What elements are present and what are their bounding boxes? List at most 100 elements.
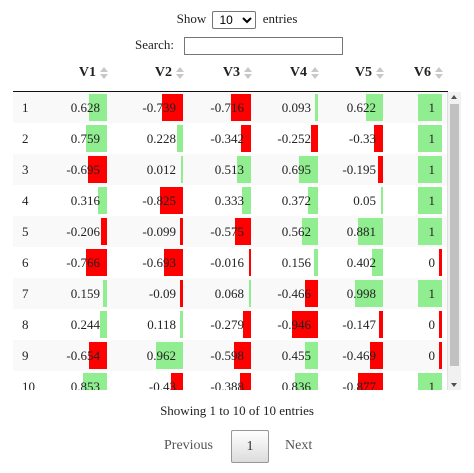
sort-arrows-icon[interactable] (175, 66, 185, 80)
value-bar (299, 156, 318, 183)
scroll-thumb[interactable] (450, 104, 459, 366)
cell-v3: -0.598 (191, 340, 253, 371)
table-row[interactable]: 6 -0.766 -0.693 -0.016 0.156 0.402 0 (13, 247, 448, 279)
cell-value: 0.068 (214, 286, 244, 301)
table-row[interactable]: 7 0.159 -0.09 0.068 -0.466 0.998 1 (13, 278, 448, 310)
cell-v6: 1 (390, 278, 444, 309)
cell-value: -0.43 (148, 379, 176, 390)
column-header-label: V4 (289, 65, 307, 80)
length-prefix: Show (176, 11, 207, 26)
value-bar (160, 187, 183, 214)
scroll-down-icon[interactable] (451, 383, 457, 387)
cell-v3: 0.333 (191, 185, 253, 216)
next-button[interactable]: Next (285, 438, 313, 453)
cell-v2: 0.118 (119, 309, 185, 340)
value-bar (89, 342, 107, 369)
page-1-button[interactable]: 1 (231, 430, 269, 463)
value-bar (83, 373, 107, 390)
value-bar (315, 94, 318, 121)
cell-value: -0.016 (210, 255, 244, 270)
data-table: V1 V2 V3 V4 V5 V6 1 0.628 -0.739 -0.716 0.093 0.62… (13, 60, 461, 390)
pagination: Previous 1 Next (0, 430, 474, 463)
column-header-v5[interactable]: V5 (325, 60, 385, 91)
sort-arrows-icon[interactable] (310, 66, 320, 80)
value-bar (355, 280, 383, 307)
sort-arrows-icon[interactable] (243, 66, 253, 80)
column-header-v2[interactable]: V2 (119, 60, 185, 91)
row-index: 5 (22, 224, 29, 239)
table-row[interactable]: 5 -0.206 -0.099 -0.575 0.562 0.881 1 (13, 216, 448, 248)
search-input[interactable] (184, 37, 343, 55)
value-bar (305, 342, 318, 369)
cell-v4: 0.156 (258, 247, 320, 278)
cell-value: -0.195 (342, 162, 376, 177)
column-header-v6[interactable]: V6 (390, 60, 444, 91)
table-row[interactable]: 1 0.628 -0.739 -0.716 0.093 0.622 1 (13, 92, 448, 124)
value-bar (88, 156, 107, 183)
cell-v1: -0.766 (49, 247, 109, 278)
cell-value: 0.333 (214, 193, 244, 208)
cell-v6: 0 (390, 340, 444, 371)
cell-v6: 1 (390, 123, 444, 154)
row-index: 4 (22, 193, 29, 208)
cell-value: 0.093 (281, 100, 311, 115)
value-bar (98, 187, 107, 214)
cell-value: 0.118 (147, 317, 176, 332)
cell-v4: 0.836 (258, 371, 320, 390)
cell-v4: 0.093 (258, 92, 320, 123)
previous-button[interactable]: Previous (164, 438, 213, 453)
cell-v1: 0.244 (49, 309, 109, 340)
cell-v1: 0.759 (49, 123, 109, 154)
cell-value: 0.513 (214, 162, 244, 177)
value-bar (234, 342, 251, 369)
table-row[interactable]: 3 -0.695 0.012 0.513 0.695 -0.195 1 (13, 154, 448, 186)
row-index: 10 (22, 379, 35, 390)
value-bar (171, 373, 183, 390)
column-header-label: V5 (354, 65, 372, 80)
cell-v3: -0.279 (191, 309, 253, 340)
value-bar (308, 187, 318, 214)
sort-arrows-icon[interactable] (99, 66, 109, 80)
sort-arrows-icon[interactable] (375, 66, 385, 80)
cell-v6: 0 (390, 309, 444, 340)
cell-value: 0.562 (281, 224, 311, 239)
value-bar (418, 218, 442, 245)
cell-value: 1 (428, 162, 436, 177)
table-row[interactable]: 9 -0.654 0.962 -0.598 0.455 -0.469 0 (13, 340, 448, 372)
row-index: 2 (22, 131, 29, 146)
value-bar (231, 94, 251, 121)
value-bar (381, 187, 383, 214)
scroll-up-icon[interactable] (451, 95, 457, 99)
value-bar (378, 156, 383, 183)
value-bar (101, 218, 107, 245)
table-body[interactable]: 1 0.628 -0.739 -0.716 0.093 0.622 1 2 0.759 0.228… (13, 92, 448, 390)
cell-v2: -0.739 (119, 92, 185, 123)
search-label: Search: (135, 37, 174, 52)
table-row[interactable]: 10 0.853 -0.43 -0.388 0.836 -0.877 1 (13, 371, 448, 390)
value-bar (86, 249, 107, 276)
column-header-v4[interactable]: V4 (258, 60, 320, 91)
cell-value: 0.316 (70, 193, 100, 208)
entries-select[interactable]: 10 (212, 11, 257, 30)
column-header-v3[interactable]: V3 (191, 60, 253, 91)
value-bar (180, 218, 183, 245)
value-bar (180, 311, 183, 338)
cell-v3: -0.575 (191, 216, 253, 247)
cell-v2: -0.09 (119, 278, 185, 309)
cell-value: -0.388 (210, 379, 244, 390)
cell-value: -0.099 (142, 224, 176, 239)
value-bar (89, 94, 107, 121)
table-header: V1 V2 V3 V4 V5 V6 (13, 60, 448, 92)
table-row[interactable]: 4 0.316 -0.825 0.333 0.372 0.05 1 (13, 185, 448, 217)
sort-arrows-icon[interactable] (434, 66, 444, 80)
cell-value: 0.244 (70, 317, 100, 332)
cell-value: -0.279 (210, 317, 244, 332)
value-bar (439, 249, 442, 276)
table-row[interactable]: 8 0.244 0.118 -0.279 -0.946 -0.147 0 (13, 309, 448, 341)
cell-value: -0.342 (210, 131, 244, 146)
column-header-label: V6 (413, 65, 431, 80)
value-bar (358, 373, 383, 390)
vertical-scrollbar[interactable] (447, 92, 461, 390)
table-row[interactable]: 2 0.759 0.228 -0.342 -0.252 -0.33 1 (13, 123, 448, 155)
column-header-v1[interactable]: V1 (49, 60, 109, 91)
